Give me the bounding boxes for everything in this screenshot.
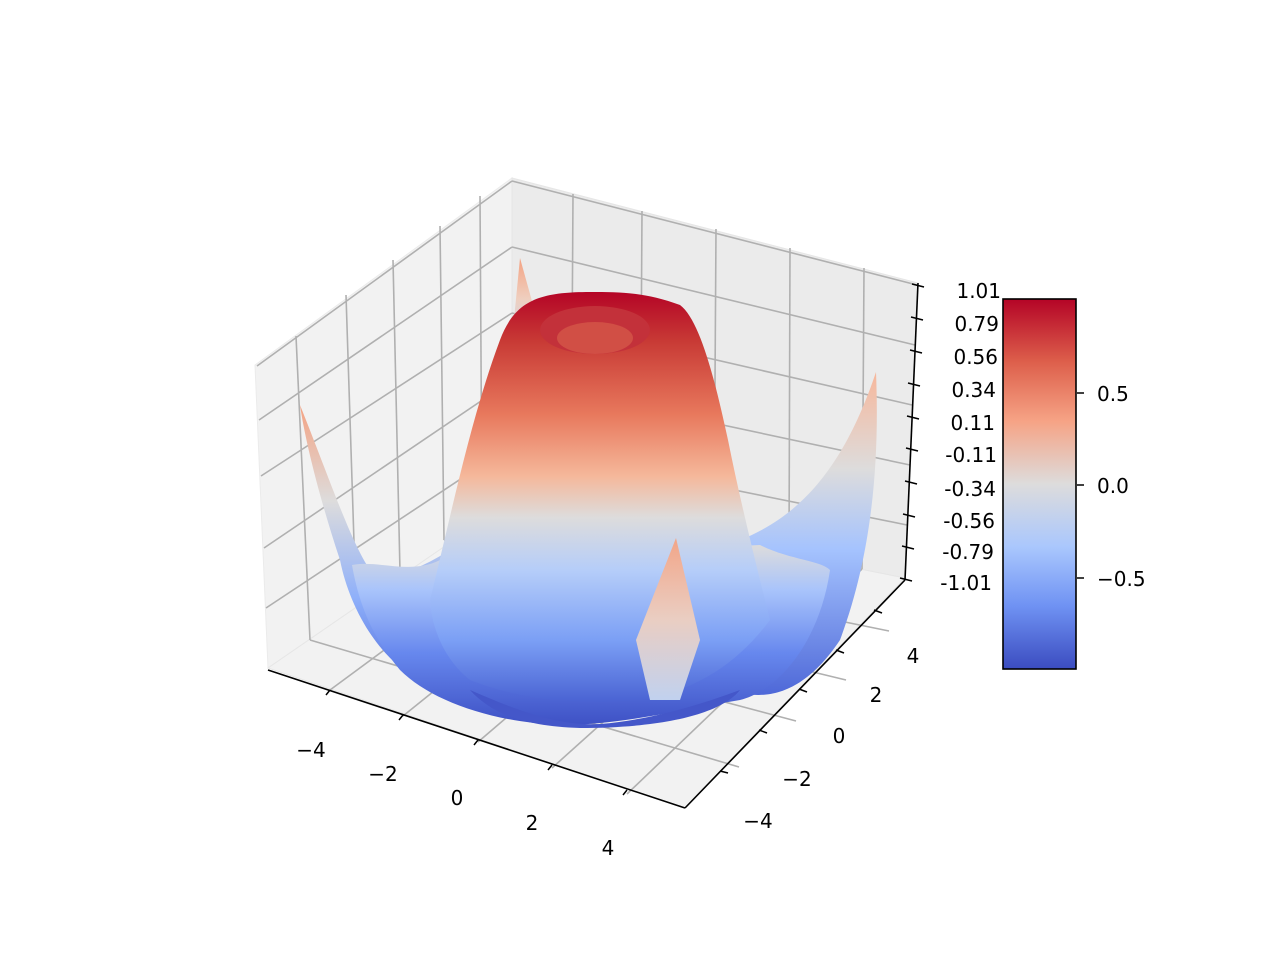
- y-axis-ticks: [719, 609, 883, 774]
- colorbar-tick-label: −0.5: [1097, 567, 1146, 591]
- colorbar-tick-labels: 0.5 0.0 −0.5: [1097, 382, 1146, 591]
- x-axis-ticks: [325, 689, 628, 796]
- x-tick-label: 2: [526, 811, 539, 835]
- z-tick-label: 0.79: [954, 312, 999, 336]
- colorbar: 0.5 0.0 −0.5: [1002, 298, 1146, 670]
- colorbar-gradient: [1002, 298, 1077, 670]
- z-tick-label: 0.56: [953, 345, 998, 369]
- x-tick-label: 4: [602, 836, 615, 860]
- z-axis-line: [904, 282, 919, 581]
- y-tick-label: 2: [870, 683, 883, 707]
- z-tick-label: -0.34: [944, 477, 996, 501]
- surface-crater-inner: [557, 322, 633, 354]
- x-tick-label: −4: [296, 738, 325, 762]
- surface: [300, 258, 877, 728]
- y-axis-tick-labels: −4 −2 0 2 4: [743, 644, 919, 833]
- x-tick-label: 0: [451, 786, 464, 810]
- surface-front-corner-spike: [636, 538, 700, 700]
- y-tick-label: 0: [833, 724, 846, 748]
- z-tick-label: -1.01: [940, 571, 992, 595]
- colorbar-ticks: [1077, 392, 1084, 579]
- y-tick-label: 4: [907, 644, 920, 668]
- z-axis-tick-labels: 1.01 0.79 0.56 0.34 0.11 -0.11 -0.34 -0.…: [940, 279, 1001, 595]
- y-tick-label: −2: [782, 767, 811, 791]
- z-axis-ticks: [899, 283, 925, 582]
- z-tick-label: -0.11: [945, 443, 997, 467]
- colorbar-tick-label: 0.5: [1097, 382, 1129, 406]
- z-tick-label: 0.11: [950, 411, 995, 435]
- surface-front-edge: [470, 690, 740, 728]
- x-axis-tick-labels: −4 −2 0 2 4: [296, 738, 614, 860]
- z-tick-label: 1.01: [956, 279, 1001, 303]
- z-tick-label: -0.79: [942, 540, 994, 564]
- colorbar-tick-label: 0.0: [1097, 474, 1129, 498]
- axis-lines: [267, 282, 919, 809]
- z-tick-label: -0.56: [943, 509, 995, 533]
- z-tick-label: 0.34: [951, 378, 996, 402]
- y-tick-label: −4: [743, 809, 772, 833]
- x-tick-label: −2: [368, 762, 397, 786]
- y-axis-line: [684, 579, 906, 809]
- x-axis-line: [267, 669, 686, 809]
